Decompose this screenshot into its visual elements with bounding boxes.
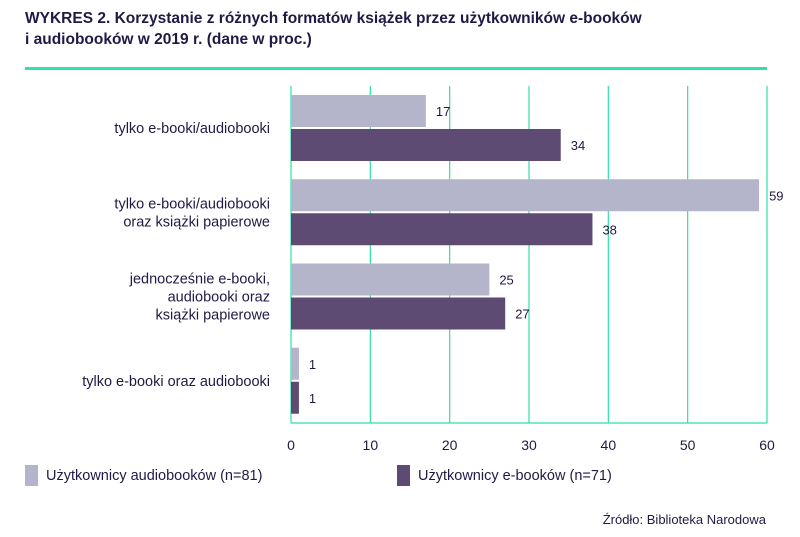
legend-swatch-ebook [397, 465, 410, 486]
legend-item-audiobook: Użytkownicy audiobooków (n=81) [25, 465, 262, 486]
category-label-1-line-0: tylko e-booki/audiobooki [114, 196, 270, 212]
value-label-ebook-0: 34 [571, 138, 585, 153]
value-label-audiobook-3: 1 [309, 357, 316, 372]
x-tick-label-50: 50 [680, 437, 696, 453]
bar-ebook-1 [291, 213, 593, 246]
x-tick-label-20: 20 [442, 437, 458, 453]
bar-audiobook-2 [291, 263, 490, 296]
value-label-ebook-2: 27 [515, 307, 529, 322]
bar-ebook-3 [291, 381, 299, 414]
source-note: Źródło: Biblioteka Narodowa [602, 512, 766, 527]
bar-ebook-0 [291, 129, 561, 161]
bar-audiobook-1 [291, 179, 760, 212]
chart-title-line-2: i audiobooków w 2019 r. (dane w proc.) [25, 31, 312, 48]
title-divider [25, 67, 767, 70]
category-label-2-line-0: jednocześnie e-booki, [129, 272, 270, 288]
category-label-2-line-2: książki papierowe [156, 308, 270, 324]
value-label-audiobook-0: 17 [436, 104, 450, 119]
x-tick-label-40: 40 [601, 437, 617, 453]
value-label-audiobook-1: 59 [769, 188, 783, 203]
bar-audiobook-0 [291, 95, 426, 127]
legend-label-audiobook: Użytkownicy audiobooków (n=81) [46, 467, 263, 484]
bar-ebook-2 [291, 297, 506, 330]
value-label-ebook-3: 1 [309, 391, 316, 406]
value-label-audiobook-2: 25 [499, 273, 513, 288]
x-tick-label-0: 0 [287, 437, 295, 453]
bar-audiobook-3 [291, 347, 299, 380]
category-label-2-line-1: audiobooki oraz [168, 290, 270, 306]
category-label-1-line-1: oraz książki papierowe [123, 214, 270, 230]
value-label-ebook-1: 38 [602, 222, 616, 237]
legend-item-ebook: Użytkownicy e-booków (n=71) [397, 465, 612, 486]
x-tick-label-10: 10 [363, 437, 379, 453]
chart-title-line-1: WYKRES 2. Korzystanie z różnych formatów… [25, 10, 642, 27]
legend-label-ebook: Użytkownicy e-booków (n=71) [418, 467, 612, 484]
category-label-3-line-0: tylko e-booki oraz audiobooki [82, 374, 270, 390]
chart-title: WYKRES 2. Korzystanie z różnych formatów… [25, 8, 785, 50]
x-tick-label-30: 30 [521, 437, 537, 453]
category-label-0-line-0: tylko e-booki/audiobooki [114, 121, 270, 137]
x-tick-label-60: 60 [759, 437, 775, 453]
legend-swatch-audiobook [25, 465, 38, 486]
